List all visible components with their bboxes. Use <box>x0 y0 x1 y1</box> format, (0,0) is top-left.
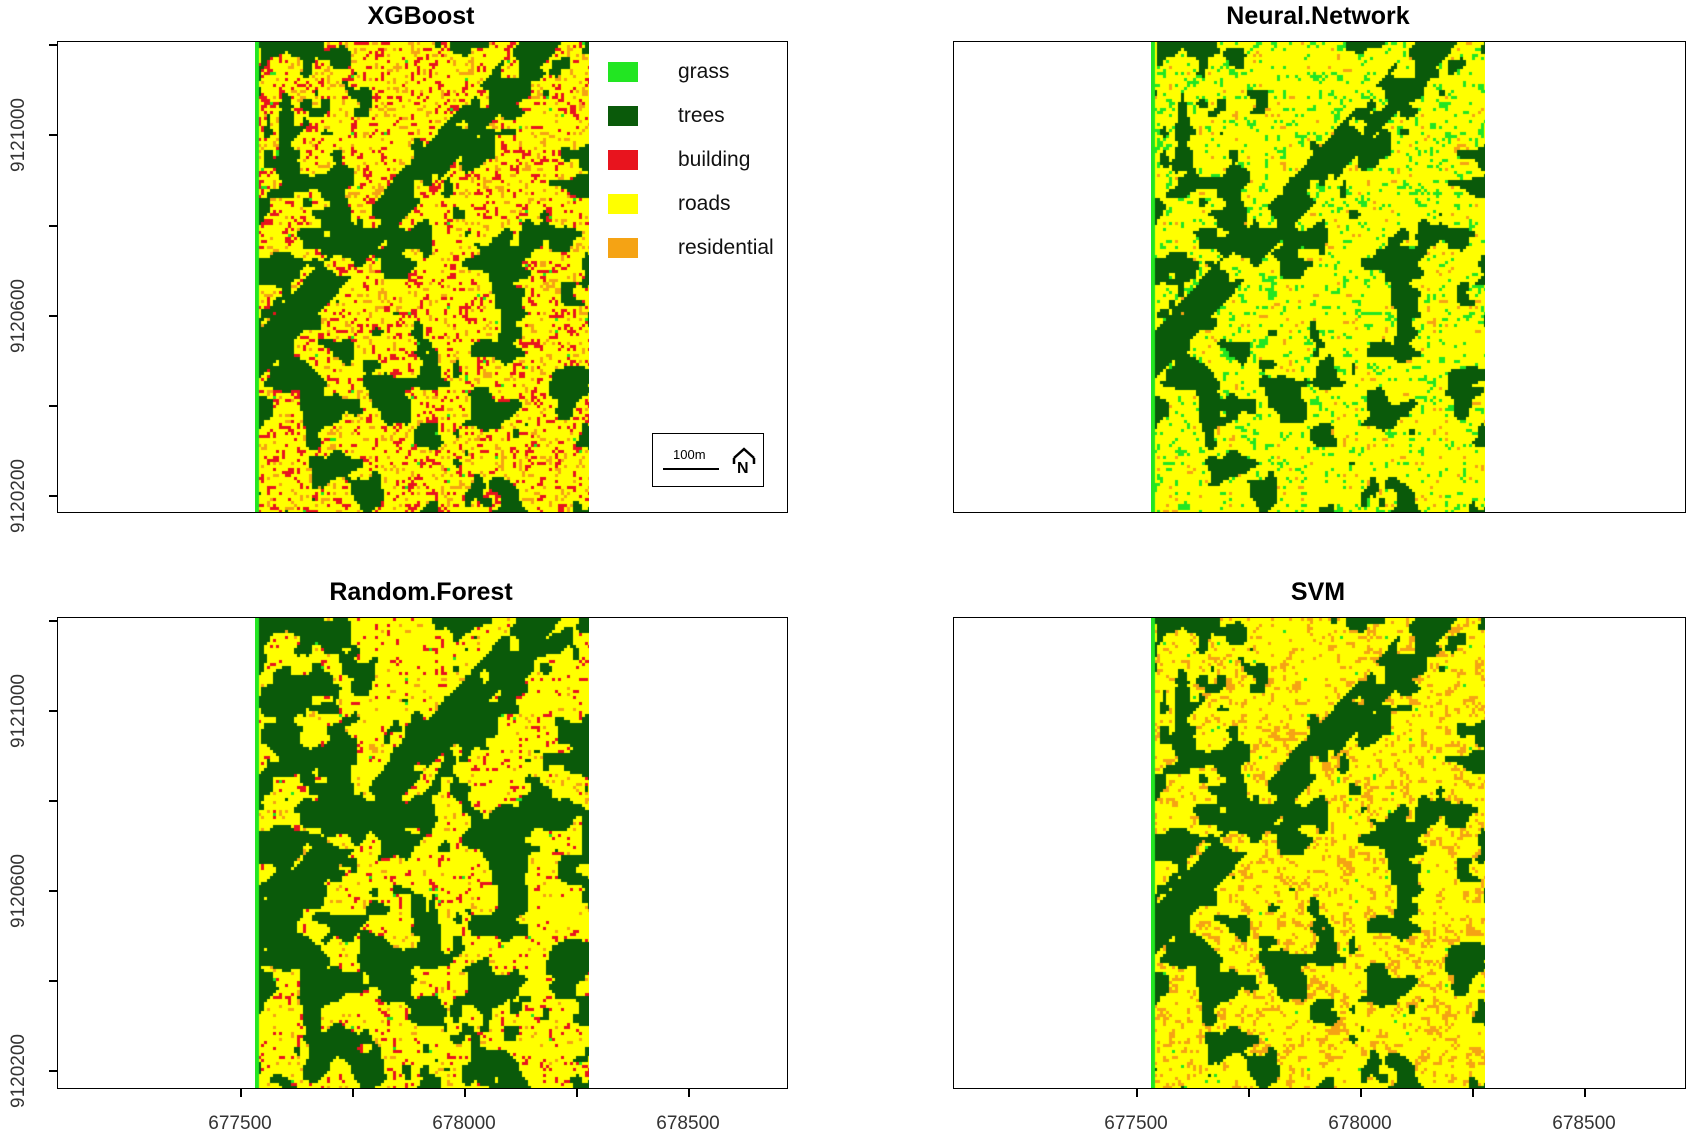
legend-item-grass: grass <box>608 60 729 84</box>
north-arrow-label: N <box>737 460 749 477</box>
x-tick-mark <box>1136 1089 1138 1097</box>
x-tick-mark <box>1360 1089 1362 1097</box>
legend-swatch-residential <box>608 238 638 258</box>
y-tick-mark <box>49 495 57 497</box>
y-tick-mark <box>49 710 57 712</box>
panel-title-neural-network: Neural.Network <box>1226 2 1410 30</box>
legend-label: residential <box>678 236 774 259</box>
y-tick-label: 9120600 <box>8 854 29 928</box>
y-tick-label: 9120200 <box>8 1034 29 1108</box>
x-tick-label: 677500 <box>208 1113 272 1134</box>
x-tick-mark <box>1584 1089 1586 1097</box>
x-tick-label: 678000 <box>1328 1113 1392 1134</box>
legend-swatch-trees <box>608 106 638 126</box>
y-tick-label: 9120200 <box>8 459 29 533</box>
y-tick-mark <box>49 315 57 317</box>
panel-title-svm: SVM <box>1290 578 1346 606</box>
legend-label: grass <box>678 60 730 83</box>
legend-label: trees <box>678 104 725 127</box>
x-tick-mark <box>576 1089 578 1097</box>
x-tick-mark <box>688 1089 690 1097</box>
y-tick-mark <box>49 405 57 407</box>
classified-raster-neural-network <box>1151 42 1485 512</box>
y-tick-label: 9121000 <box>8 674 29 748</box>
x-tick-mark <box>464 1089 466 1097</box>
y-tick-mark <box>49 134 57 136</box>
legend-item-trees: trees <box>608 104 725 128</box>
legend-swatch-roads <box>608 194 638 214</box>
y-tick-mark <box>49 620 57 622</box>
y-tick-mark <box>49 980 57 982</box>
legend-item-residential: residential <box>608 236 774 260</box>
classified-raster-xgboost <box>255 42 589 512</box>
x-tick-label: 678500 <box>656 1113 720 1134</box>
legend-item-building: building <box>608 148 750 172</box>
y-tick-mark <box>49 1070 57 1072</box>
y-tick-mark <box>49 225 57 227</box>
y-tick-label: 9120600 <box>8 279 29 353</box>
x-tick-mark <box>352 1089 354 1097</box>
legend-item-roads: roads <box>608 192 731 216</box>
y-tick-mark <box>49 800 57 802</box>
x-tick-label: 678000 <box>432 1113 496 1134</box>
x-tick-label: 678500 <box>1552 1113 1616 1134</box>
y-tick-mark <box>49 890 57 892</box>
panel-title-random-forest: Random.Forest <box>329 578 513 606</box>
y-tick-mark <box>49 44 57 46</box>
x-tick-label: 677500 <box>1104 1113 1168 1134</box>
north-arrow-icon <box>732 447 756 464</box>
scalebar-box: 100m N <box>652 433 764 487</box>
y-tick-label: 9121000 <box>8 98 29 172</box>
classified-raster-random-forest <box>255 618 589 1088</box>
x-tick-mark <box>240 1089 242 1097</box>
scalebar-line <box>663 468 719 470</box>
legend-swatch-grass <box>608 62 638 82</box>
scalebar-label: 100m <box>673 447 706 462</box>
legend-swatch-building <box>608 150 638 170</box>
classified-raster-svm <box>1151 618 1485 1088</box>
panel-title-xgboost: XGBoost <box>367 2 475 30</box>
x-tick-mark <box>1472 1089 1474 1097</box>
legend-label: roads <box>678 192 731 215</box>
legend-label: building <box>678 148 751 171</box>
x-tick-mark <box>1248 1089 1250 1097</box>
